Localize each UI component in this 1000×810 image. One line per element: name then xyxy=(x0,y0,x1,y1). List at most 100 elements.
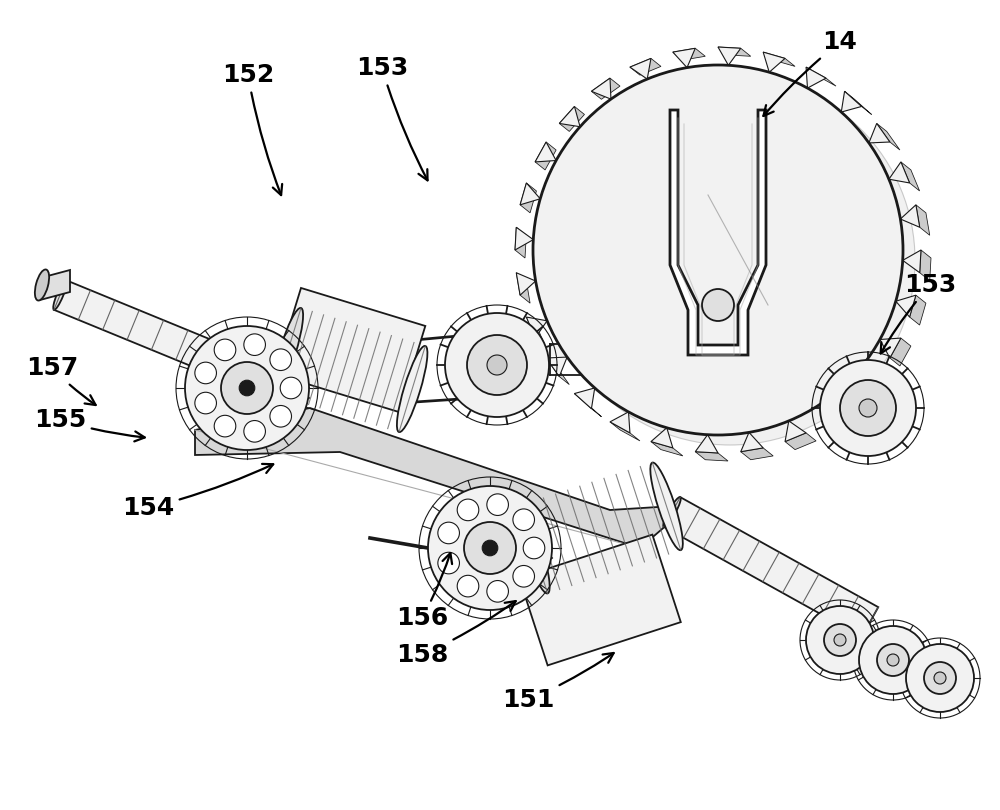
Polygon shape xyxy=(610,412,630,433)
Polygon shape xyxy=(546,358,569,385)
Circle shape xyxy=(195,392,216,414)
Circle shape xyxy=(487,494,508,515)
Circle shape xyxy=(214,339,236,360)
Polygon shape xyxy=(856,373,877,394)
Text: 153: 153 xyxy=(356,56,428,181)
Text: 153: 153 xyxy=(881,273,956,353)
Circle shape xyxy=(487,581,508,602)
Circle shape xyxy=(438,522,459,544)
Polygon shape xyxy=(559,106,580,126)
Polygon shape xyxy=(869,123,890,143)
Circle shape xyxy=(513,509,535,531)
Circle shape xyxy=(239,380,255,396)
Polygon shape xyxy=(826,409,855,430)
Polygon shape xyxy=(535,142,556,170)
Circle shape xyxy=(877,644,909,676)
Polygon shape xyxy=(862,377,887,402)
Text: 154: 154 xyxy=(122,464,273,520)
Text: 152: 152 xyxy=(222,63,282,195)
Text: 14: 14 xyxy=(763,30,857,116)
Polygon shape xyxy=(54,280,261,390)
Polygon shape xyxy=(516,273,530,303)
Polygon shape xyxy=(651,428,673,448)
Circle shape xyxy=(185,326,309,450)
Polygon shape xyxy=(889,162,910,183)
Polygon shape xyxy=(630,58,661,75)
Text: 156: 156 xyxy=(396,553,452,630)
Circle shape xyxy=(464,522,516,574)
Polygon shape xyxy=(591,78,611,99)
Circle shape xyxy=(214,416,236,437)
Polygon shape xyxy=(896,295,916,317)
Polygon shape xyxy=(574,388,595,409)
Polygon shape xyxy=(695,435,718,453)
Circle shape xyxy=(545,75,915,445)
Circle shape xyxy=(702,289,734,321)
Polygon shape xyxy=(520,183,536,213)
Polygon shape xyxy=(903,250,921,273)
Polygon shape xyxy=(763,52,795,66)
Text: 157: 157 xyxy=(26,356,96,405)
Ellipse shape xyxy=(53,280,67,310)
Polygon shape xyxy=(880,338,901,358)
Polygon shape xyxy=(718,47,741,66)
Circle shape xyxy=(906,644,974,712)
Polygon shape xyxy=(806,67,836,86)
Circle shape xyxy=(428,486,552,610)
Polygon shape xyxy=(559,106,584,131)
Circle shape xyxy=(457,499,479,521)
Polygon shape xyxy=(591,78,620,100)
Circle shape xyxy=(806,606,874,674)
Polygon shape xyxy=(916,205,930,235)
Circle shape xyxy=(824,624,856,656)
Circle shape xyxy=(487,355,507,375)
Circle shape xyxy=(834,634,846,646)
Circle shape xyxy=(820,360,916,456)
Polygon shape xyxy=(535,142,556,162)
Polygon shape xyxy=(741,448,773,460)
Circle shape xyxy=(934,672,946,684)
Polygon shape xyxy=(900,205,920,228)
Circle shape xyxy=(840,380,896,436)
Circle shape xyxy=(533,65,903,435)
Ellipse shape xyxy=(663,497,681,527)
Polygon shape xyxy=(651,441,683,456)
Circle shape xyxy=(280,377,302,399)
Ellipse shape xyxy=(35,270,49,301)
Circle shape xyxy=(195,362,216,384)
Polygon shape xyxy=(806,67,826,88)
Polygon shape xyxy=(526,317,545,346)
Polygon shape xyxy=(825,401,845,422)
Text: 151: 151 xyxy=(502,653,614,712)
Polygon shape xyxy=(630,58,651,79)
Polygon shape xyxy=(40,270,70,300)
Polygon shape xyxy=(664,497,878,637)
Circle shape xyxy=(270,349,292,370)
Polygon shape xyxy=(845,92,872,114)
Circle shape xyxy=(887,654,899,666)
Circle shape xyxy=(924,662,956,694)
Polygon shape xyxy=(920,250,931,281)
Polygon shape xyxy=(526,317,547,338)
Polygon shape xyxy=(520,183,540,205)
Polygon shape xyxy=(515,228,526,258)
Polygon shape xyxy=(195,408,690,548)
Circle shape xyxy=(457,575,479,597)
Text: 158: 158 xyxy=(396,601,516,667)
Ellipse shape xyxy=(650,463,683,550)
Polygon shape xyxy=(841,92,862,112)
Polygon shape xyxy=(763,52,785,72)
Polygon shape xyxy=(519,535,681,665)
Polygon shape xyxy=(785,433,816,450)
Polygon shape xyxy=(516,273,536,295)
Ellipse shape xyxy=(273,308,303,394)
Circle shape xyxy=(445,313,549,417)
Ellipse shape xyxy=(517,505,550,594)
Polygon shape xyxy=(718,47,751,56)
Polygon shape xyxy=(546,357,567,377)
Circle shape xyxy=(513,565,535,587)
Circle shape xyxy=(859,626,927,694)
Circle shape xyxy=(859,399,877,417)
Circle shape xyxy=(244,420,265,442)
Circle shape xyxy=(482,540,498,556)
